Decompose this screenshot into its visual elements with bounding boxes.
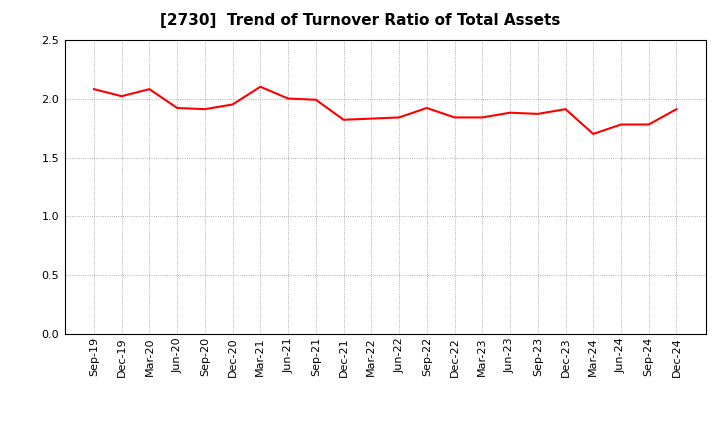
Text: [2730]  Trend of Turnover Ratio of Total Assets: [2730] Trend of Turnover Ratio of Total …	[160, 13, 560, 28]
